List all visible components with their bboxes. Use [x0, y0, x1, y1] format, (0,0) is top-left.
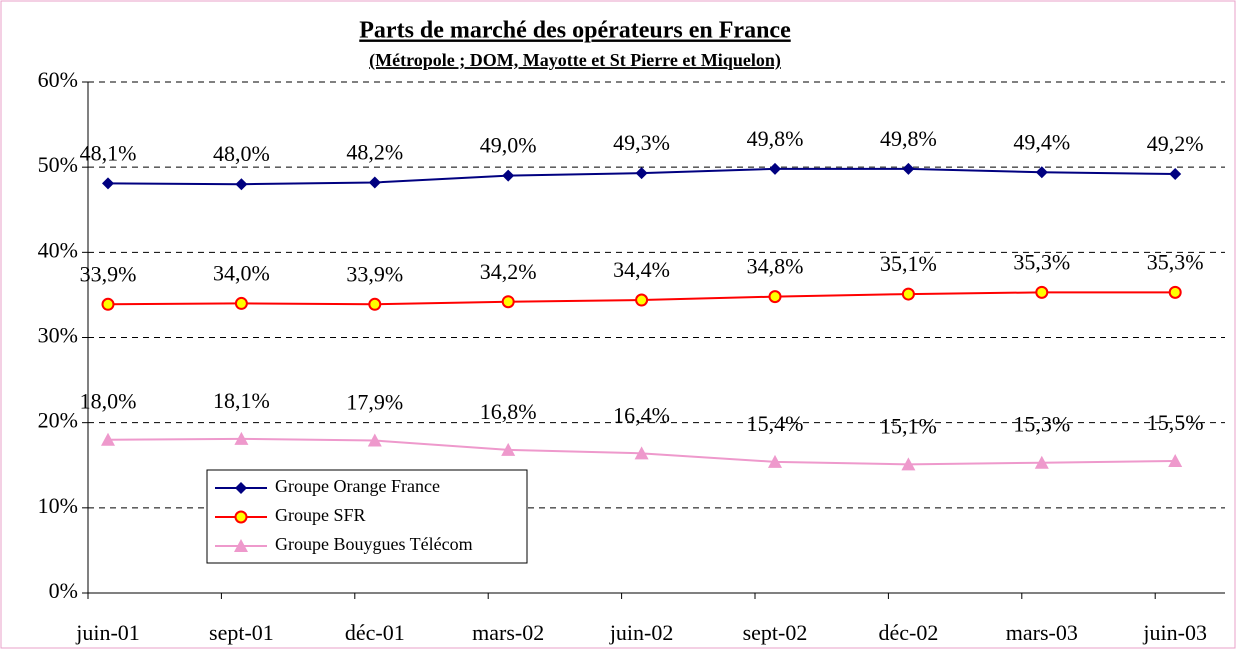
data-point — [768, 290, 782, 304]
y-tick-label: 60% — [38, 67, 78, 92]
data-label: 35,1% — [880, 251, 937, 276]
data-label: 48,0% — [213, 141, 270, 166]
data-label: 17,9% — [346, 390, 403, 415]
data-label: 15,4% — [747, 411, 804, 436]
legend-marker — [235, 482, 247, 494]
data-point — [1034, 455, 1049, 469]
y-tick-label: 30% — [38, 323, 78, 348]
x-tick-label: juin-01 — [75, 620, 140, 645]
data-point — [635, 293, 649, 307]
legend-marker — [234, 539, 248, 552]
data-label: 49,8% — [880, 126, 937, 151]
data-point — [101, 432, 115, 446]
data-point — [902, 162, 915, 175]
data-point — [102, 177, 114, 190]
legend-label: Groupe Orange France — [275, 476, 440, 496]
chart-subtitle: (Métropole ; DOM, Mayotte et St Pierre e… — [369, 50, 781, 71]
x-tick-label: juin-02 — [609, 620, 674, 645]
data-label: 35,3% — [1147, 249, 1204, 274]
data-point — [635, 167, 648, 180]
data-point — [501, 295, 515, 309]
data-label: 34,0% — [213, 260, 270, 285]
data-point — [1168, 285, 1182, 299]
y-tick-label: 50% — [38, 152, 78, 177]
x-tick-label: mars-03 — [1006, 620, 1078, 645]
y-tick-label: 10% — [38, 493, 78, 518]
legend: Groupe Orange France Groupe SFR Groupe Bou… — [206, 469, 528, 564]
data-point — [634, 446, 649, 460]
data-point — [1169, 167, 1182, 180]
y-tick-label: 40% — [38, 237, 78, 262]
data-point — [367, 433, 382, 447]
data-label: 35,3% — [1013, 249, 1070, 274]
legend-label: Groupe SFR — [275, 505, 366, 525]
x-tick-label: mars-02 — [472, 620, 544, 645]
data-label: 34,2% — [480, 259, 537, 284]
data-label: 49,8% — [747, 126, 804, 151]
data-point — [368, 176, 381, 189]
data-label: 15,3% — [1013, 412, 1070, 437]
data-point — [501, 442, 516, 456]
data-label: 49,2% — [1147, 131, 1204, 156]
data-point — [234, 431, 249, 445]
data-label: 18,0% — [80, 389, 137, 414]
x-tick-label: sept-01 — [209, 620, 274, 645]
data-label: 49,3% — [613, 130, 670, 155]
data-point — [901, 287, 915, 301]
data-label: 49,0% — [480, 133, 537, 158]
data-label: 48,2% — [346, 140, 403, 165]
data-point — [1035, 285, 1049, 299]
y-tick-label: 20% — [38, 408, 78, 433]
data-point — [368, 297, 382, 311]
data-label: 33,9% — [346, 261, 403, 286]
data-point — [101, 297, 115, 311]
data-label: 15,1% — [880, 413, 937, 438]
data-label: 18,1% — [213, 388, 270, 413]
x-tick-label: juin-03 — [1142, 620, 1207, 645]
data-point — [769, 162, 781, 175]
data-point — [235, 178, 248, 191]
data-point — [768, 454, 782, 468]
data-label: 34,8% — [747, 254, 804, 279]
data-label: 48,1% — [80, 140, 137, 165]
data-point — [502, 169, 515, 182]
chart-title: Parts de marché des opérateurs en France — [359, 18, 791, 44]
data-label: 16,4% — [613, 402, 670, 427]
legend-label: Groupe Bouygues Télécom — [275, 534, 473, 554]
x-tick-label: sept-02 — [743, 620, 808, 645]
legend-marker — [234, 510, 248, 524]
x-tick-label: déc-02 — [878, 620, 938, 645]
data-label: 34,4% — [613, 257, 670, 282]
data-label: 49,4% — [1013, 129, 1070, 154]
data-point — [1035, 166, 1048, 179]
y-tick-label: 0% — [49, 578, 78, 603]
data-point — [901, 457, 916, 471]
data-label: 15,5% — [1147, 410, 1204, 435]
data-point — [234, 296, 248, 310]
x-tick-label: déc-01 — [345, 620, 405, 645]
data-point — [1168, 453, 1183, 467]
data-label: 33,9% — [80, 261, 137, 286]
data-label: 16,8% — [480, 399, 537, 424]
